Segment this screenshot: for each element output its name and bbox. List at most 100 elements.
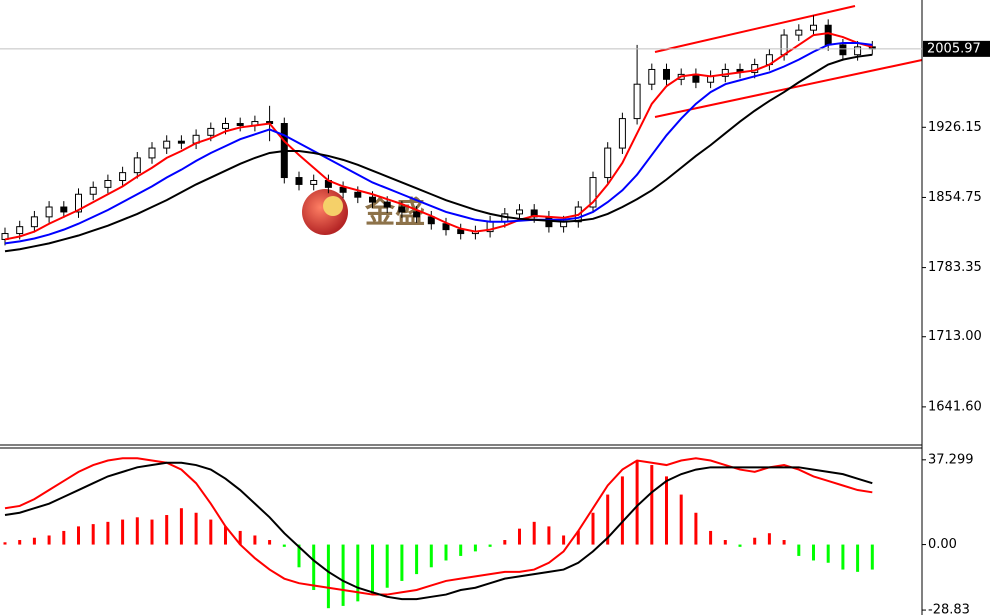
histogram-bar [385, 544, 389, 588]
candle-body [795, 29, 803, 36]
histogram-bar [282, 544, 286, 547]
histogram-bar [253, 535, 257, 545]
histogram-bar [635, 460, 639, 545]
histogram-bar [562, 535, 566, 545]
candle-body [16, 226, 24, 235]
candle-body [295, 177, 303, 185]
last-price-label: 2005.97 [927, 41, 981, 56]
candle-body [854, 46, 862, 56]
candle-body [207, 127, 215, 136]
candle-body [589, 177, 597, 208]
candle-body [177, 140, 185, 144]
y-tick-label: 1713.00 [928, 329, 982, 344]
histogram-bar [238, 530, 242, 545]
indicator-line [4, 53, 873, 253]
histogram-bar [826, 544, 830, 563]
plot [0, 15, 922, 609]
candle-body [148, 147, 156, 159]
histogram-bar [3, 542, 7, 545]
histogram-bar [194, 512, 198, 545]
candle-body [163, 140, 171, 149]
y-tick-label: 1926.15 [928, 120, 982, 135]
histogram-bar [326, 544, 330, 609]
histogram-bar [47, 535, 51, 545]
candle-body [604, 147, 612, 179]
histogram-bar [209, 519, 213, 545]
histogram-bar [312, 544, 316, 591]
histogram-bar [620, 476, 624, 545]
histogram-bar [165, 515, 169, 545]
histogram-bar [576, 530, 580, 545]
watermark-logo-inner [323, 196, 343, 216]
histogram-bar [503, 540, 507, 545]
candle-body [721, 68, 729, 77]
histogram-bar [150, 519, 154, 545]
histogram-bar [62, 530, 66, 545]
indicator-line [4, 461, 873, 601]
candle-body [89, 186, 97, 195]
histogram-bar [18, 540, 22, 545]
candle-body [457, 229, 465, 235]
candle-body [413, 211, 421, 218]
candle-body [236, 123, 244, 126]
candle-body [398, 206, 406, 213]
candle-body [383, 201, 391, 208]
histogram-bar [650, 465, 654, 545]
histogram-bar [532, 521, 536, 545]
histogram-bar [547, 526, 551, 545]
histogram-bar [767, 533, 771, 545]
candle-body [618, 118, 626, 149]
candle-body [45, 206, 53, 218]
candle-body [310, 179, 318, 185]
y-tick-label: 1854.75 [928, 190, 982, 205]
y-tick-label: 1641.60 [928, 399, 982, 414]
indicator-line [4, 41, 873, 245]
histogram-bar [400, 544, 404, 581]
histogram-bar [841, 544, 845, 570]
histogram-bar [224, 526, 227, 545]
candle-body [30, 216, 38, 228]
candle-body [648, 68, 656, 85]
histogram-bar [179, 508, 183, 545]
candle-body [133, 157, 141, 174]
candle-body [839, 44, 847, 56]
histogram-bar [797, 544, 801, 556]
histogram-bar [665, 476, 668, 545]
indicator-line [4, 32, 873, 241]
histogram-bar [106, 521, 110, 545]
candle-body [339, 186, 347, 193]
y-tick-label: -28.83 [928, 603, 970, 615]
histogram-bar [444, 544, 448, 561]
candle-body [104, 179, 112, 188]
histogram-bar [429, 544, 433, 568]
histogram-bar [518, 528, 521, 545]
histogram-bar [870, 544, 874, 570]
candle-body [354, 191, 362, 198]
candle-body [780, 34, 788, 56]
histogram-bar [371, 544, 374, 595]
histogram-bar [415, 544, 419, 575]
y-tick-label: 37.299 [928, 452, 974, 467]
candle-body [633, 83, 641, 120]
histogram-bar [679, 494, 683, 545]
histogram-bar [753, 537, 757, 545]
histogram-bar [356, 544, 360, 602]
histogram-bar [856, 544, 860, 572]
histogram-bar [738, 544, 742, 547]
candle-body [516, 209, 523, 215]
candle-body [222, 123, 229, 129]
histogram-bar [32, 537, 36, 545]
candle-body [824, 24, 832, 46]
histogram-bar [812, 544, 815, 561]
histogram-bar [77, 526, 80, 545]
histogram-bar [606, 494, 610, 545]
y-tick-label: 0.00 [928, 537, 957, 552]
last-price-box [923, 40, 990, 57]
histogram-bar [91, 524, 95, 545]
candle-body [75, 193, 82, 213]
histogram-bar [488, 544, 492, 547]
histogram-bar [268, 540, 272, 545]
histogram-bar [709, 530, 713, 545]
